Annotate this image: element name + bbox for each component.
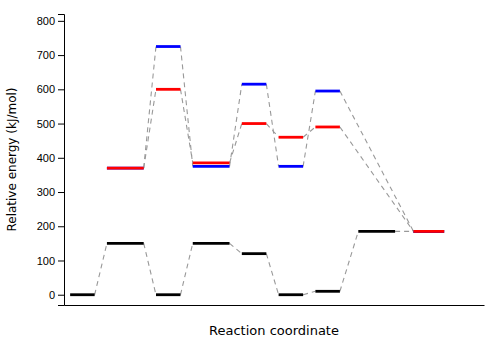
y-tick-mark — [58, 89, 64, 90]
connector — [340, 91, 414, 231]
energy-level — [358, 230, 395, 233]
connector — [303, 91, 315, 166]
energy-level — [107, 167, 144, 170]
y-tick-mark — [58, 21, 64, 22]
energy-level — [279, 165, 304, 168]
plot-area: 0 100 200 300 400 500 600 700 800 — [37, 15, 485, 306]
y-tick-mark — [58, 295, 64, 296]
y-axis-line — [58, 15, 65, 306]
y-tick: 400 — [37, 152, 64, 164]
energy-level — [413, 230, 444, 233]
y-tick-label: 600 — [37, 83, 55, 95]
energy-level — [413, 230, 444, 233]
connector — [230, 124, 242, 163]
energy-level — [107, 167, 144, 170]
y-tick: 800 — [37, 15, 64, 27]
energy-level — [242, 252, 267, 255]
y-tick: 600 — [37, 83, 64, 95]
y-axis: 0 100 200 300 400 500 600 700 800 — [37, 15, 65, 306]
energy-level — [70, 293, 95, 296]
y-tick-mark — [58, 55, 64, 56]
connector — [230, 243, 242, 253]
energy-level — [315, 290, 340, 293]
connector — [266, 124, 278, 138]
connector — [180, 89, 192, 163]
connector — [95, 243, 107, 294]
series — [70, 231, 444, 294]
energy-level — [193, 165, 230, 168]
connector — [144, 243, 156, 294]
energy-level — [413, 230, 444, 233]
y-tick-label: 0 — [49, 289, 55, 301]
y-tick-label: 300 — [37, 186, 55, 198]
energy-level — [156, 45, 181, 48]
y-tick-label: 100 — [37, 255, 55, 267]
connector — [144, 89, 156, 168]
energy-level — [242, 122, 267, 125]
series — [107, 47, 444, 232]
y-tick: 200 — [37, 220, 64, 232]
marks — [70, 47, 444, 295]
energy-level — [242, 83, 267, 86]
y-tick-mark — [58, 124, 64, 125]
y-tick: 500 — [37, 118, 64, 130]
y-tick-label: 500 — [37, 118, 55, 130]
x-axis-line — [65, 305, 485, 306]
y-tick: 100 — [37, 255, 64, 267]
energy-level — [156, 88, 181, 91]
connector — [340, 231, 358, 291]
y-tick: 700 — [37, 49, 64, 61]
energy-level — [107, 242, 144, 245]
y-tick: 0 — [49, 289, 64, 301]
y-tick-label: 800 — [37, 15, 55, 27]
connector — [303, 127, 315, 137]
y-axis-title: Relative energy (kJ/mol) — [5, 87, 19, 231]
connector — [266, 84, 278, 166]
series — [107, 89, 444, 231]
energy-level — [193, 162, 230, 165]
energy-level — [156, 293, 181, 296]
x-axis-title: Reaction coordinate — [209, 323, 339, 338]
energy-level — [279, 293, 304, 296]
y-tick-label: 700 — [37, 49, 55, 61]
y-tick-mark — [58, 226, 64, 227]
energy-level — [279, 136, 304, 139]
connector — [266, 254, 278, 295]
y-tick-label: 200 — [37, 220, 55, 232]
connector — [303, 291, 315, 294]
chart: 0 100 200 300 400 500 600 700 800 Reaction coordi… — [0, 0, 500, 345]
y-tick-mark — [58, 158, 64, 159]
connector — [180, 47, 192, 167]
connector — [144, 47, 156, 169]
y-tick: 300 — [37, 186, 64, 198]
energy-level — [315, 126, 340, 129]
connector — [230, 84, 242, 166]
connector — [180, 243, 192, 294]
y-tick-mark — [58, 192, 64, 193]
y-tick-label: 400 — [37, 152, 55, 164]
connector — [340, 127, 414, 231]
connector — [395, 231, 413, 232]
x-axis — [65, 305, 485, 306]
y-tick-mark — [58, 260, 64, 261]
energy-level — [315, 90, 340, 93]
energy-level — [193, 242, 230, 245]
